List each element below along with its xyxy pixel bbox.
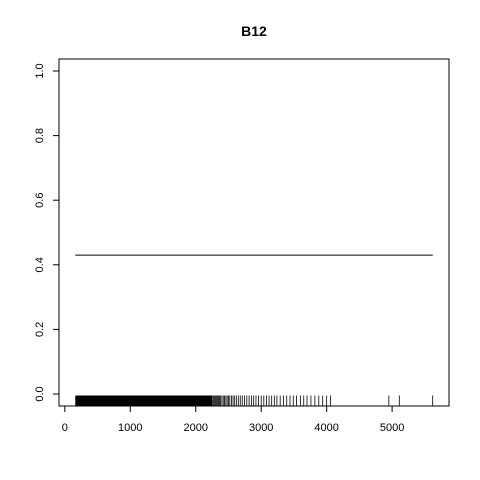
chart-title: B12 [241,23,267,39]
y-tick-label: 0.2 [34,322,46,337]
y-tick-label: 0.0 [34,386,46,401]
x-tick-label: 2000 [184,422,208,434]
x-tick-label: 1000 [118,422,142,434]
y-tick-label: 0.6 [34,193,46,208]
y-tick-label: 0.8 [34,128,46,143]
plot-frame [58,58,450,407]
y-tick-label: 0.4 [34,257,46,272]
x-tick-label: 4000 [314,422,338,434]
x-tick-label: 3000 [249,422,273,434]
rug [75,395,434,406]
y-tick-label: 1.0 [34,63,46,78]
rug-dense-block [75,395,213,406]
x-tick-label: 5000 [380,422,404,434]
axes: 0 1000 2000 3000 4000 5000 0.0 0.2 0.4 0.6 0.8 1.0 [34,63,404,434]
x-tick-label: 0 [62,422,68,434]
